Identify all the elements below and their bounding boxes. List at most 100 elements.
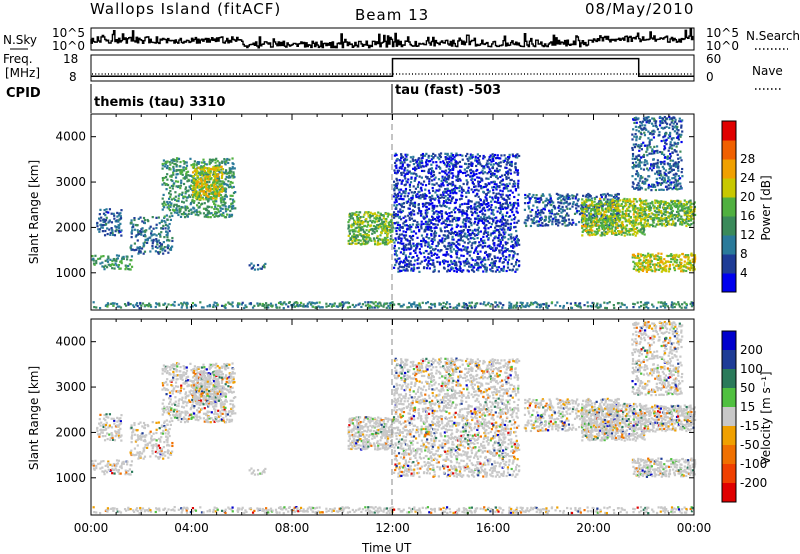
power-cell — [446, 245, 450, 248]
power-cell — [481, 221, 485, 224]
power-cell — [356, 218, 359, 222]
power-cell — [518, 264, 521, 267]
power-cell — [494, 157, 498, 160]
power-cell — [130, 244, 133, 247]
power-cell — [231, 181, 234, 184]
power-cell — [641, 232, 644, 235]
power-cell — [359, 239, 362, 242]
power-cell — [441, 175, 444, 178]
power-cell — [634, 234, 637, 237]
power-cell — [477, 189, 480, 192]
power-cell — [640, 177, 643, 180]
power-cell — [634, 143, 638, 146]
power-cell — [359, 226, 363, 229]
power-cell — [426, 177, 429, 180]
power-cell — [452, 238, 455, 241]
power-cell — [493, 255, 496, 258]
power-cell — [408, 188, 412, 192]
power-cell — [614, 199, 617, 203]
power-cell — [632, 253, 635, 256]
power-cell — [428, 244, 431, 247]
power-cell — [444, 152, 447, 155]
power-cell — [405, 257, 408, 260]
power-cell — [590, 222, 593, 225]
power-cell — [217, 180, 220, 183]
power-cell — [458, 268, 461, 271]
power-cell — [604, 196, 607, 199]
power-cell — [130, 259, 133, 262]
power-cell — [637, 188, 640, 191]
power-cell — [501, 197, 504, 200]
power-cell — [402, 230, 405, 233]
power-cell — [401, 163, 404, 166]
power-cell — [607, 210, 610, 213]
power-cell — [572, 194, 575, 198]
power-cell — [511, 249, 514, 253]
power-cell — [455, 165, 458, 168]
power-cell — [515, 221, 519, 224]
power-cell — [100, 255, 103, 258]
power-cell — [352, 224, 355, 227]
power-cell — [499, 193, 502, 196]
power-cell — [587, 218, 591, 221]
power-cell — [636, 218, 639, 221]
power-cell — [617, 232, 621, 236]
power-cell — [398, 227, 401, 231]
power-cell — [492, 191, 495, 195]
power-cell — [371, 219, 374, 223]
power-cell — [475, 201, 478, 204]
power-cell — [503, 218, 507, 222]
power-cell — [650, 189, 653, 192]
power-cell — [207, 210, 211, 214]
power-cell — [191, 198, 194, 202]
power-cell — [492, 208, 495, 212]
power-cell — [662, 208, 666, 211]
power-cell — [359, 215, 362, 219]
power-cell — [447, 157, 450, 161]
power-cell — [110, 221, 114, 224]
power-cell — [473, 207, 477, 211]
power-cell — [103, 268, 106, 271]
power-cell — [413, 172, 416, 175]
power-cell — [351, 217, 355, 220]
power-cell — [658, 202, 661, 205]
power-cell — [641, 181, 644, 185]
power-cell — [348, 215, 351, 218]
power-cell — [367, 214, 370, 218]
power-cell — [477, 195, 480, 198]
power-cell — [635, 268, 638, 271]
power-cell — [414, 167, 417, 170]
power-cell — [198, 193, 201, 196]
power-cell — [511, 268, 514, 271]
power-cell — [167, 227, 170, 230]
power-cell — [634, 223, 637, 226]
power-cell — [509, 201, 512, 204]
power-cell — [647, 207, 651, 211]
power-cell — [167, 197, 171, 200]
power-cell — [213, 196, 217, 200]
power-cell — [640, 121, 643, 125]
power-cell — [355, 226, 358, 229]
power-cell — [514, 162, 517, 165]
power-cell — [165, 161, 168, 164]
power-cell — [414, 249, 417, 252]
power-cell — [190, 164, 193, 167]
power-cell — [92, 257, 95, 260]
power-cell — [423, 194, 426, 197]
power-cell — [401, 209, 405, 213]
power-cell — [508, 197, 511, 200]
power-cell — [204, 191, 208, 194]
power-cell — [451, 176, 454, 179]
power-cell — [393, 204, 396, 207]
power-cell — [581, 234, 584, 237]
power-cell — [632, 128, 635, 131]
power-cell — [453, 191, 457, 194]
power-cell — [375, 236, 379, 239]
power-cell — [388, 225, 391, 229]
power-cell — [423, 266, 426, 269]
power-cell — [406, 269, 409, 272]
power-cell — [200, 180, 203, 183]
power-cell — [498, 232, 501, 235]
power-cell — [493, 153, 497, 157]
power-cell — [627, 231, 631, 234]
